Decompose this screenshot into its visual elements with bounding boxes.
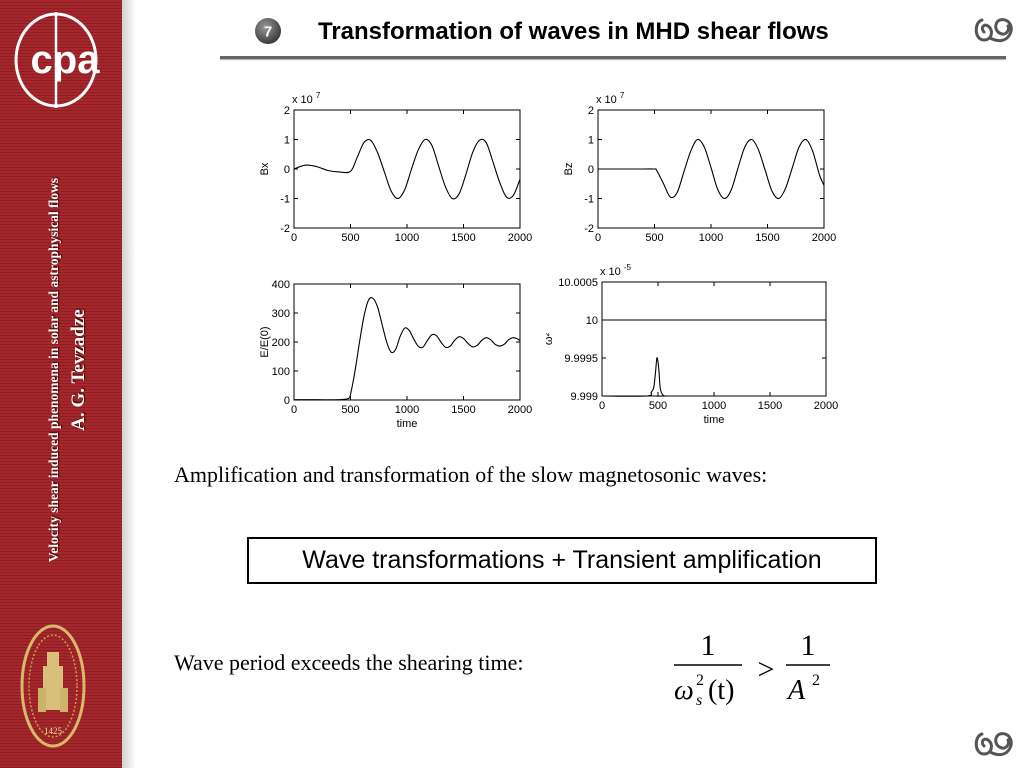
x-tick-label: 500 — [341, 232, 359, 244]
x-tick-label: 2000 — [508, 232, 532, 244]
lhs-argument: (t) — [708, 675, 734, 706]
lhs-subscript: s — [696, 692, 702, 709]
y-axis-label: ω² — [546, 333, 555, 346]
sidebar — [0, 0, 122, 768]
y-tick-label: -1 — [584, 194, 594, 206]
y-tick-label: 300 — [272, 308, 290, 320]
y-axis-label: E/E(0) — [259, 326, 271, 357]
highlight-box: Wave transformations + Transient amplifi… — [247, 537, 877, 584]
x-tick-label: 1500 — [755, 232, 779, 244]
inequality-formula: 1 ω 2 s (t) > 1 A 2 — [674, 629, 830, 709]
slide-number-badge: 7 — [255, 18, 281, 44]
plot-frame — [293, 109, 521, 229]
x-tick-label: 500 — [649, 400, 667, 412]
data-series-line — [601, 357, 826, 397]
x-tick-label: 1000 — [395, 404, 419, 416]
scale-label: x 10 7 — [596, 91, 625, 106]
lhs-omega: ω — [674, 675, 694, 706]
sidebar-text-block: Velocity shear induced phenomena in sola… — [38, 130, 98, 610]
x-tick-label: 1000 — [699, 232, 723, 244]
x-tick-label: 1000 — [395, 232, 419, 244]
x-tick-label: 0 — [291, 232, 297, 244]
bx-plot: 0 500 1000 1500 2000 -2 -1 0 1 2 Bx x 10 7 — [259, 91, 532, 244]
sidebar-shadow — [122, 0, 136, 768]
y-tick-label: 200 — [272, 337, 290, 349]
sidebar-author: A. G. Tevzadze — [68, 309, 89, 431]
scale-exponent: 7 — [620, 91, 625, 100]
slide-number: 7 — [264, 24, 272, 41]
y-tick-label: 1 — [284, 135, 290, 147]
y-tick-label: -1 — [280, 194, 290, 206]
y-axis-label: Bx — [259, 162, 271, 175]
ornament-icon — [974, 732, 1013, 757]
data-series-line — [293, 138, 521, 200]
slide-title: Transformation of waves in MHD shear flo… — [318, 18, 829, 45]
x-tick-label: 500 — [341, 404, 359, 416]
x-tick-label: 0 — [595, 232, 601, 244]
rhs-exponent: 2 — [812, 672, 820, 689]
cpa-logo: cpa — [14, 12, 101, 108]
amplification-caption: Amplification and transformation of the … — [174, 462, 768, 487]
title-divider — [220, 56, 1006, 59]
x-axis-label: time — [704, 414, 725, 426]
omega-plot: 0 500 1000 1500 2000 9.999 9.9995 10 10.0005 ω² ti… — [546, 263, 838, 426]
scale-label: x 10 -5 — [600, 263, 632, 278]
data-series-line — [293, 297, 521, 401]
y-tick-label: 0 — [588, 164, 594, 176]
bz-plot: 0 500 1000 1500 2000 -2 -1 0 1 2 Bz x 10 7 — [563, 91, 836, 244]
plot-frame — [601, 281, 827, 397]
period-statement: Wave period exceeds the shearing time: — [174, 650, 524, 675]
x-tick-label: 2000 — [812, 232, 836, 244]
x-tick-label: 1000 — [702, 400, 726, 412]
y-tick-label: 9.999 — [570, 391, 598, 403]
scale-exponent: 7 — [316, 91, 321, 100]
lhs-numerator: 1 — [701, 629, 716, 662]
y-tick-label: 1 — [588, 135, 594, 147]
y-tick-label: 10 — [586, 315, 598, 327]
x-axis-label: time — [397, 418, 418, 430]
greater-than-sign: > — [758, 653, 775, 686]
x-tick-label: 1500 — [758, 400, 782, 412]
y-tick-label: 0 — [284, 164, 290, 176]
y-tick-label: -2 — [280, 223, 290, 235]
y-tick-label: 0 — [284, 395, 290, 407]
y-tick-label: 2 — [588, 105, 594, 117]
y-axis-label: Bz — [563, 163, 575, 176]
y-tick-label: 2 — [284, 105, 290, 117]
plot-frame — [293, 283, 521, 401]
scale-label: x 10 7 — [292, 91, 321, 106]
x-tick-label: 2000 — [814, 400, 838, 412]
x-tick-label: 2000 — [508, 404, 532, 416]
seal-year: 1425 — [44, 726, 63, 736]
logo-text: cpa — [31, 38, 101, 82]
lhs-exponent: 2 — [696, 672, 704, 689]
energy-plot: 0 500 1000 1500 2000 0 100 200 300 400 E/E(0) time — [259, 279, 532, 430]
scale-exponent: -5 — [624, 263, 632, 272]
university-seal-icon: 1425 — [20, 624, 86, 748]
x-tick-label: 1500 — [451, 232, 475, 244]
x-tick-label: 0 — [291, 404, 297, 416]
sidebar-subtitle: Velocity shear induced phenomena in sola… — [46, 177, 61, 563]
y-tick-label: -2 — [584, 223, 594, 235]
rhs-numerator: 1 — [801, 629, 816, 662]
y-tick-label: 9.9995 — [564, 353, 598, 365]
ornament-icon — [974, 18, 1013, 43]
y-tick-label: 10.0005 — [558, 277, 598, 289]
y-tick-label: 100 — [272, 366, 290, 378]
data-series-line — [598, 138, 825, 200]
x-tick-label: 1500 — [451, 404, 475, 416]
x-tick-label: 500 — [645, 232, 663, 244]
rhs-letter: A — [786, 675, 806, 706]
y-tick-label: 400 — [272, 279, 290, 291]
x-tick-label: 0 — [599, 400, 605, 412]
